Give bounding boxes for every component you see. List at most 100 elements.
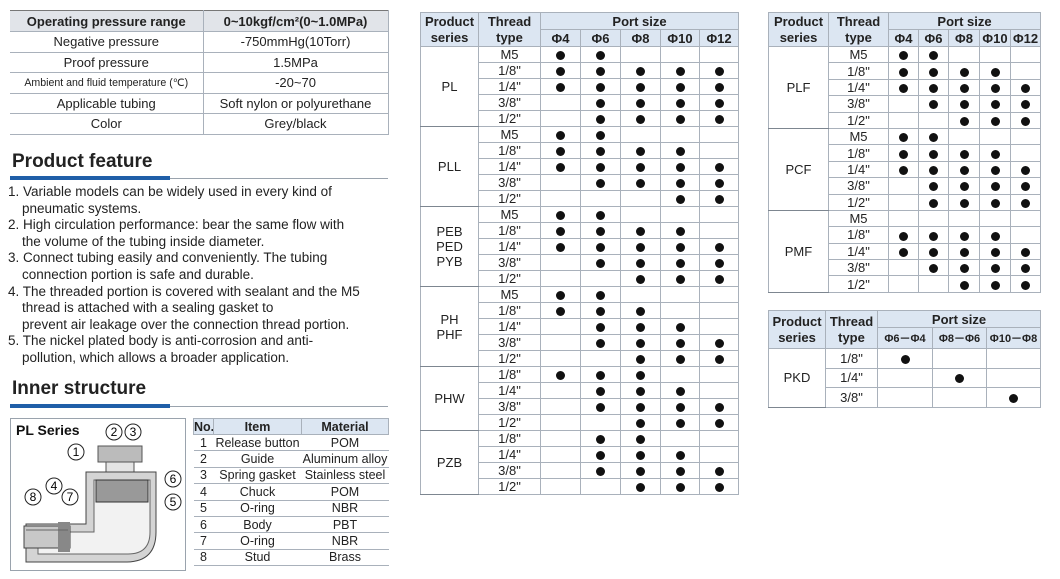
availability-dot xyxy=(636,419,645,429)
availability-dot xyxy=(929,264,938,274)
port-cell xyxy=(918,127,949,146)
spec-header-row: Operating pressure range 0~10kgf/cm²(0~1.… xyxy=(10,10,389,32)
port-cell xyxy=(918,160,949,179)
availability-dot xyxy=(714,483,724,493)
port-cell xyxy=(698,334,740,351)
callout-number: 4 xyxy=(51,479,58,493)
availability-dot xyxy=(929,182,938,192)
port-cell xyxy=(698,414,740,431)
port-cell xyxy=(660,382,700,399)
port-row: 1/2" xyxy=(769,193,1042,211)
series-cell: PZB xyxy=(420,430,479,495)
port-label: Φ12 xyxy=(1009,29,1042,47)
port-cell xyxy=(660,350,700,367)
port-cell xyxy=(918,209,949,228)
port-cell xyxy=(620,206,661,223)
port-cell xyxy=(620,142,661,159)
port-cell xyxy=(580,286,621,303)
port-cell xyxy=(698,94,740,111)
port-cell xyxy=(918,144,949,162)
availability-dot xyxy=(636,179,645,189)
port-cell xyxy=(620,462,661,479)
series-name: PYB xyxy=(436,254,463,269)
feature-line: the volume of the tubing inside diameter… xyxy=(22,233,265,249)
availability-dot xyxy=(929,165,938,175)
availability-dot xyxy=(990,231,1000,241)
port-cell xyxy=(580,270,621,287)
port-row: PZB 1/8" xyxy=(420,430,740,495)
thread-cell: 1/2" xyxy=(478,190,541,207)
port-cell xyxy=(540,158,581,175)
availability-dot xyxy=(1021,182,1031,192)
port-cell xyxy=(660,238,700,255)
port-row: PMF M5 xyxy=(768,209,1042,293)
port-cell xyxy=(948,242,980,261)
availability-dot xyxy=(636,147,645,157)
thread-cell: 1/8" xyxy=(828,62,889,80)
port-cell xyxy=(660,62,700,79)
callout-number: 5 xyxy=(170,495,177,509)
port-cell xyxy=(1009,111,1042,129)
port-cell xyxy=(698,270,740,287)
port-cell xyxy=(660,334,700,351)
thread-cell: 1/4" xyxy=(478,238,541,255)
availability-dot xyxy=(675,147,685,157)
header-line: type xyxy=(845,29,872,45)
port-cell xyxy=(948,193,980,211)
port-size-header: Port size xyxy=(876,310,1042,328)
port-cell xyxy=(660,398,700,415)
parts-cell: POM xyxy=(301,483,389,501)
port-cell xyxy=(620,414,661,431)
availability-dot xyxy=(990,149,1000,159)
port-row: 1/8" xyxy=(769,226,1042,244)
port-header-row: Φ4 Φ6 Φ8 Φ10 Φ12 xyxy=(769,29,1042,47)
column-header: Product series xyxy=(768,310,826,349)
port-cell xyxy=(620,238,661,255)
port-cell xyxy=(660,126,700,143)
availability-dot xyxy=(556,371,565,381)
port-cell xyxy=(540,110,581,127)
parts-header-cell: No. xyxy=(193,418,214,435)
port-cell xyxy=(698,478,740,495)
port-row: PL M5 xyxy=(420,46,740,127)
port-cell xyxy=(540,350,581,367)
thread-cell: 1/4" xyxy=(478,158,541,175)
port-cell xyxy=(580,414,621,431)
availability-dot xyxy=(714,67,724,77)
port-cell xyxy=(620,318,661,335)
availability-dot xyxy=(714,243,724,253)
thread-cell: M5 xyxy=(828,127,889,146)
port-cell xyxy=(948,62,980,80)
port-cell xyxy=(932,348,987,369)
spec-row: Applicable tubing Soft nylon or polyureth… xyxy=(10,92,389,114)
callout-circle xyxy=(124,423,142,441)
callout-circle xyxy=(61,488,79,506)
port-cell xyxy=(540,142,581,159)
thread-cell: 1/2" xyxy=(478,414,541,431)
thread-cell: 1/8" xyxy=(478,366,541,383)
port-row: 1/8" xyxy=(421,222,740,239)
availability-dot xyxy=(990,116,1000,126)
availability-dot xyxy=(556,243,565,253)
port-cell xyxy=(620,270,661,287)
port-cell xyxy=(698,110,740,127)
fitting-drawing xyxy=(23,445,157,563)
port-label: Φ10 xyxy=(979,29,1011,47)
parts-cell: Release button xyxy=(213,433,302,452)
port-row: 3/8" xyxy=(769,177,1042,195)
feature-line: connection portion is safe and durable. xyxy=(22,267,254,282)
port-cell xyxy=(580,126,621,143)
parts-cell: 8 xyxy=(193,548,214,567)
callout-number: 8 xyxy=(30,490,37,504)
availability-dot xyxy=(990,84,1000,94)
availability-dot xyxy=(959,165,969,175)
availability-dot xyxy=(596,179,605,189)
availability-dot xyxy=(596,67,605,77)
availability-dot xyxy=(596,243,605,253)
availability-dot xyxy=(675,387,685,397)
port-row: 3/8" xyxy=(769,387,1042,408)
callout-number: 3 xyxy=(130,425,137,439)
availability-dot xyxy=(675,419,685,429)
thread-cell: 1/4" xyxy=(478,446,541,463)
